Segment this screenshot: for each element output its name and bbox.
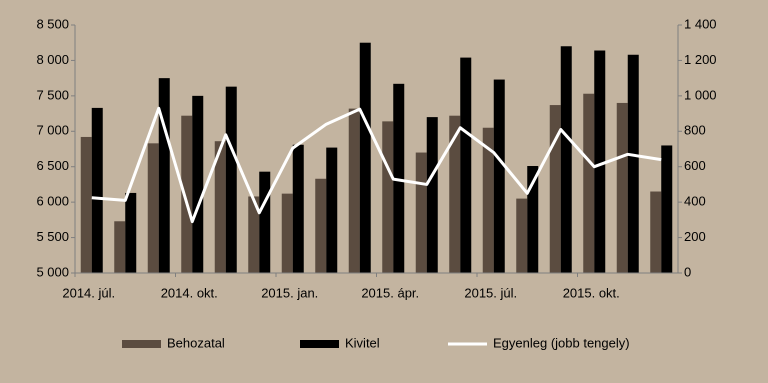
bar [214, 141, 226, 273]
legend-label: Behozatal [167, 335, 225, 350]
y-tick-label: 8 500 [36, 16, 69, 31]
x-tick-label: 2014. júl. [62, 285, 115, 300]
line [91, 106, 662, 224]
x-tick-label: 2014. okt. [161, 285, 218, 300]
bar [248, 196, 260, 273]
bar [493, 79, 505, 273]
bar [516, 198, 528, 273]
bar [627, 54, 639, 274]
bar [158, 78, 170, 274]
bar [281, 193, 293, 273]
y2-tick-label: 1 200 [684, 52, 717, 67]
bar [583, 93, 595, 273]
bar [426, 117, 438, 273]
legend-label: Kivitel [345, 335, 380, 350]
y-tick-label: 5 500 [36, 229, 69, 244]
bar [315, 178, 327, 273]
y-tick-label: 6 500 [36, 158, 69, 173]
bar [114, 221, 126, 273]
y-tick-label: 7 000 [36, 123, 69, 138]
x-tick-label: 2015. okt. [563, 285, 620, 300]
bar [594, 50, 606, 273]
y-tick-label: 6 000 [36, 194, 69, 209]
bar [91, 107, 103, 273]
bar [549, 105, 561, 273]
y-tick-label: 7 500 [36, 87, 69, 102]
legend-swatch [122, 340, 161, 348]
bar [192, 95, 204, 273]
bar [415, 152, 427, 273]
bar [125, 192, 137, 273]
bar [527, 166, 539, 273]
bar [326, 147, 338, 273]
bar [382, 121, 394, 273]
bar [147, 143, 159, 273]
bar [259, 171, 271, 273]
bar [292, 144, 304, 273]
y2-tick-label: 200 [684, 229, 706, 244]
y2-tick-label: 400 [684, 194, 706, 209]
bar [460, 57, 472, 273]
legend-label: Egyenleg (jobb tengely) [493, 335, 630, 350]
y2-tick-label: 0 [684, 264, 691, 279]
y2-tick-label: 1 000 [684, 87, 717, 102]
x-tick-label: 2015. júl. [464, 285, 517, 300]
bar [225, 86, 237, 273]
y2-tick-label: 1 400 [684, 16, 717, 31]
bar [181, 115, 193, 273]
bar [449, 115, 461, 273]
bar [359, 42, 371, 273]
y-tick-label: 8 000 [36, 52, 69, 67]
x-tick-label: 2015. jan. [261, 285, 318, 300]
bar [661, 145, 673, 273]
bar [482, 127, 494, 273]
legend-swatch [300, 340, 339, 348]
bar [560, 46, 572, 273]
y-tick-label: 5 000 [36, 264, 69, 279]
y2-tick-label: 600 [684, 158, 706, 173]
bar [348, 108, 360, 274]
bar [80, 136, 92, 273]
y2-tick-label: 800 [684, 123, 706, 138]
bar [650, 191, 662, 273]
bar [616, 102, 628, 273]
x-tick-label: 2015. ápr. [361, 285, 419, 300]
bar [393, 83, 405, 273]
